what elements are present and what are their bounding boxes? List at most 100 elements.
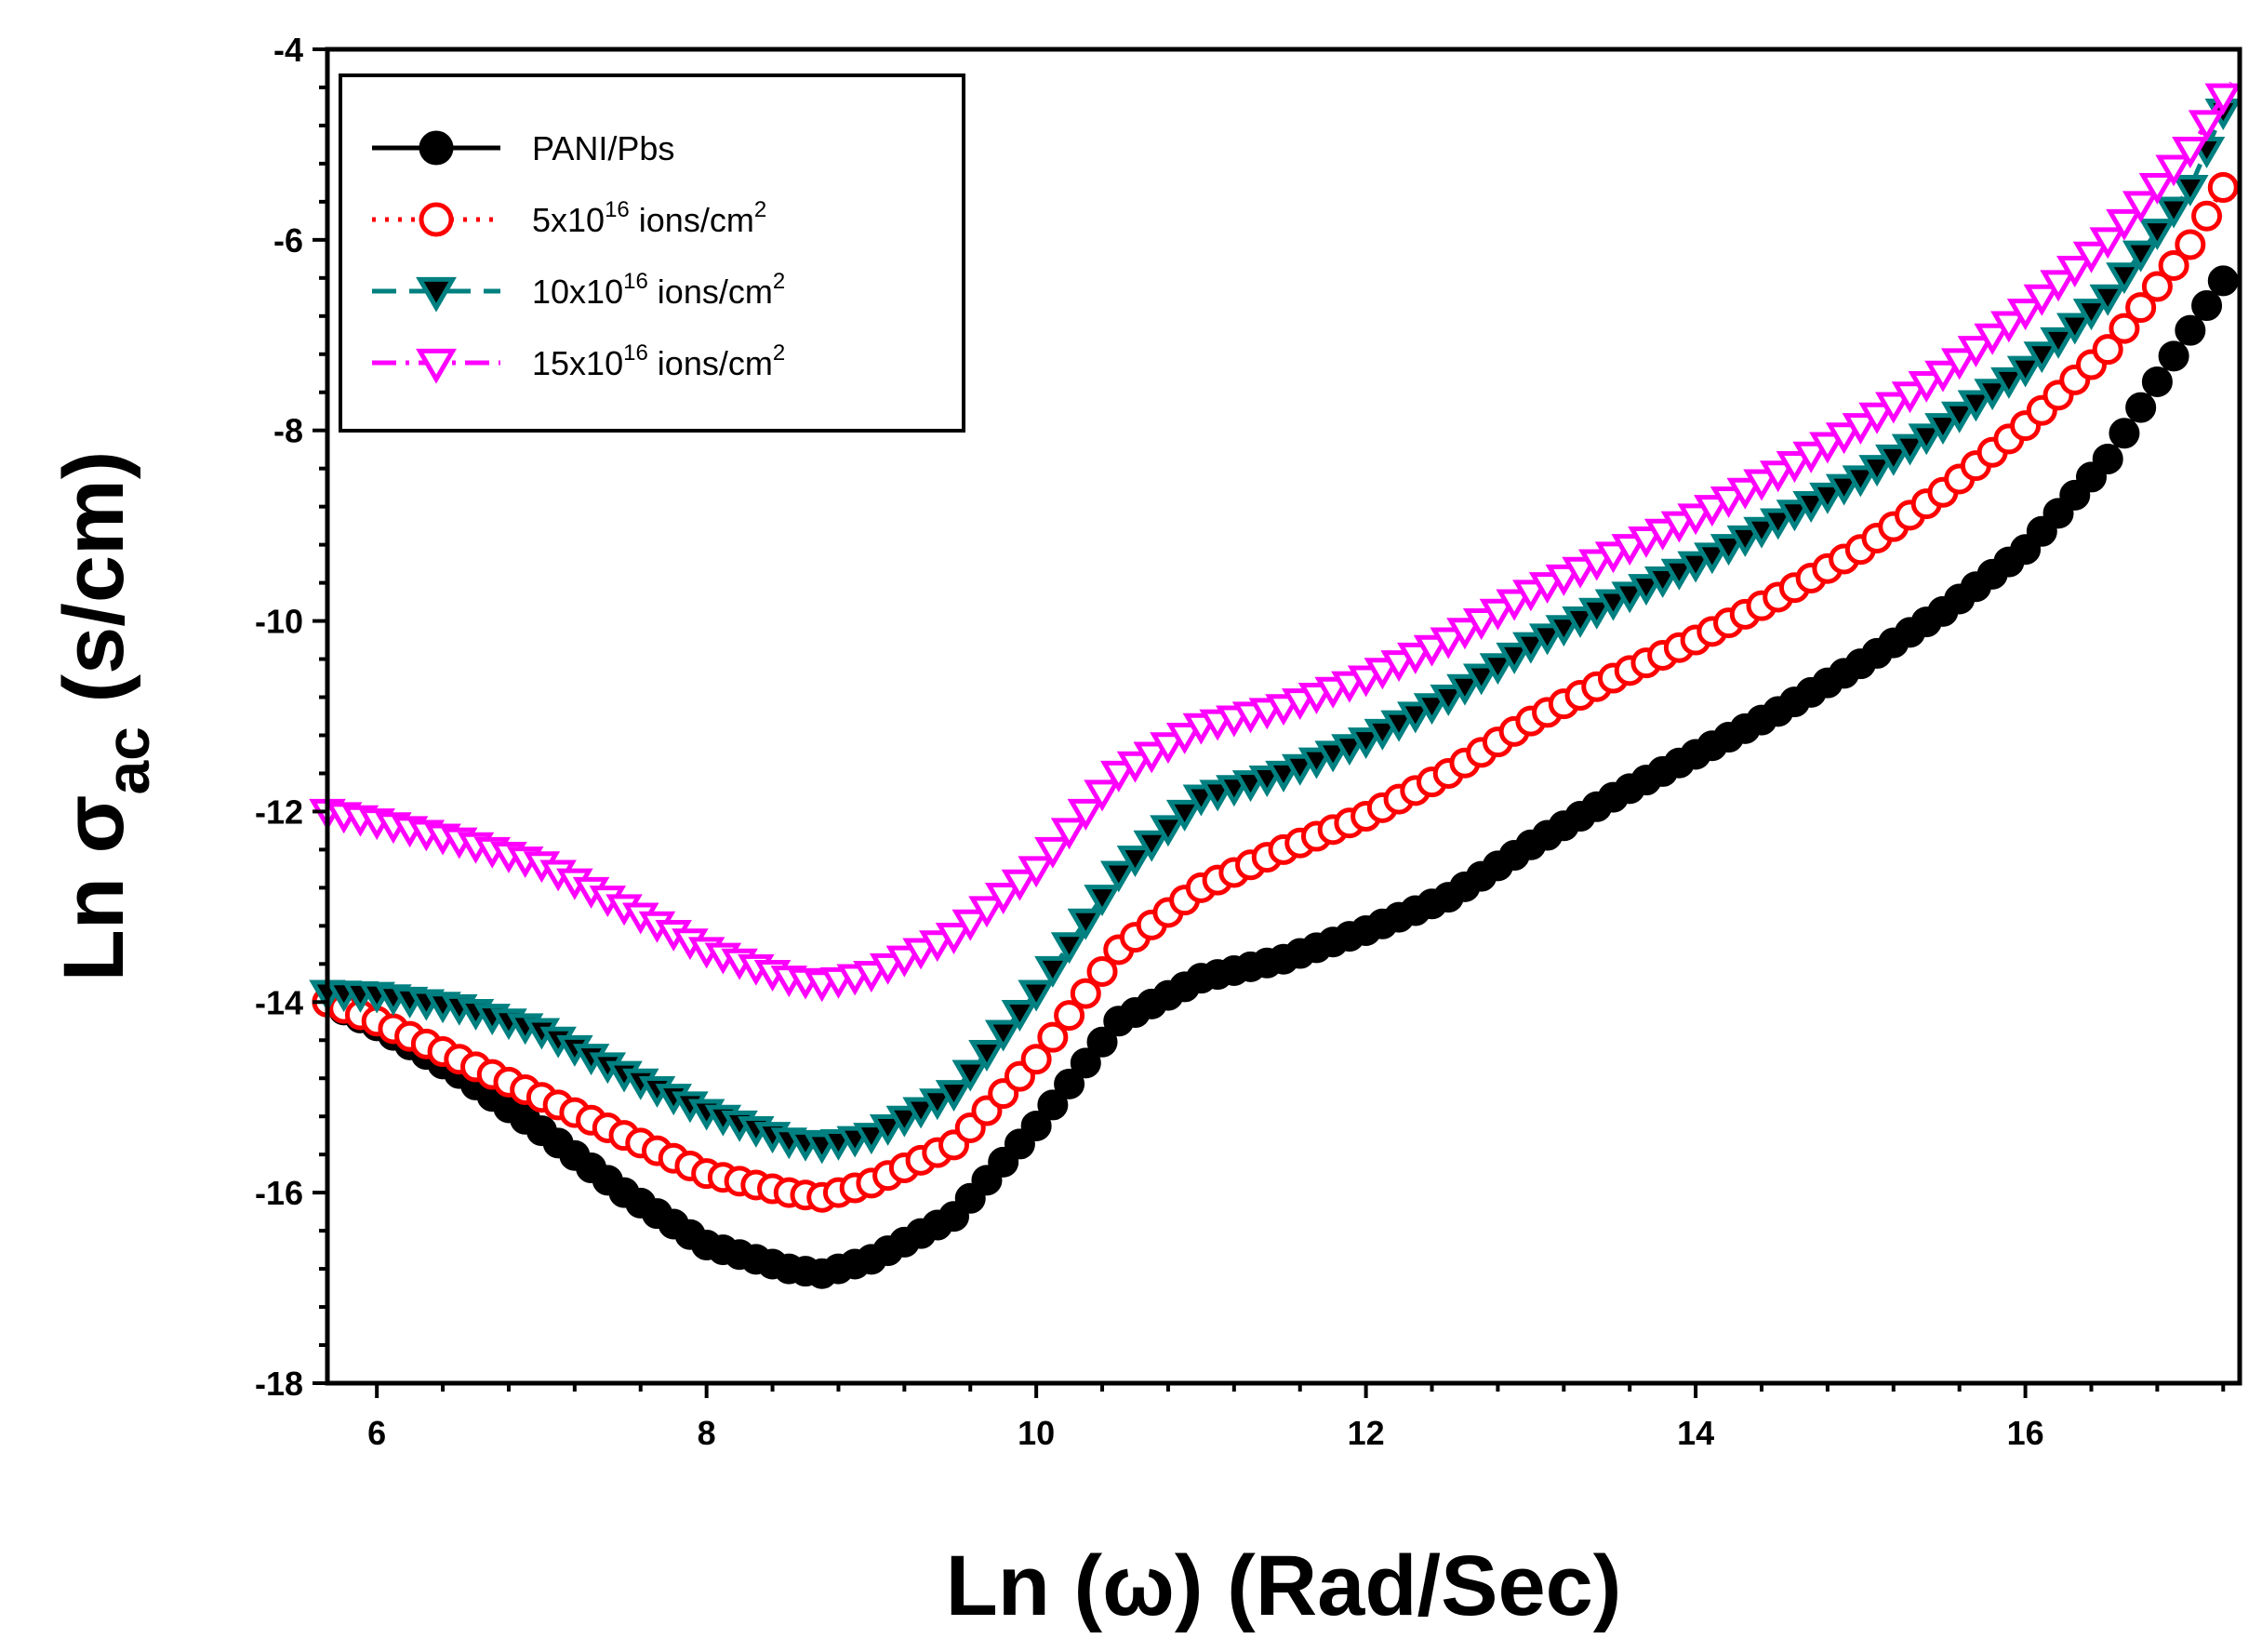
data-point xyxy=(1562,606,1599,638)
data-point xyxy=(2056,256,2094,287)
data-point xyxy=(1084,779,1121,812)
data-point xyxy=(1743,469,1780,501)
data-point xyxy=(1413,634,1451,667)
data-point xyxy=(1908,370,1945,403)
x-tick-label: 6 xyxy=(367,1414,386,1452)
legend-marker-1 xyxy=(419,202,454,237)
data-point xyxy=(1842,413,1880,445)
data-point xyxy=(1578,597,1616,630)
data-point xyxy=(1034,836,1071,869)
data-point xyxy=(1594,541,1632,574)
data-point xyxy=(2125,392,2157,423)
data-point xyxy=(1660,511,1698,543)
data-point xyxy=(935,1080,973,1112)
data-point xyxy=(1347,665,1385,698)
data-point xyxy=(2172,174,2209,206)
data-point xyxy=(1446,618,1484,650)
x-tick-label: 16 xyxy=(2007,1414,2044,1452)
data-point xyxy=(1825,473,1863,506)
data-point xyxy=(2006,299,2044,331)
data-point xyxy=(2175,229,2206,260)
data-point xyxy=(1875,392,1912,424)
data-point xyxy=(1809,482,1846,514)
data-point xyxy=(2172,137,2209,168)
data-point xyxy=(1628,574,1665,606)
data-point xyxy=(1643,518,1682,551)
data-point xyxy=(1479,598,1517,631)
data-point xyxy=(2207,265,2239,297)
data-point xyxy=(1562,556,1599,589)
data-point xyxy=(1545,615,1583,647)
data-point xyxy=(2023,341,2061,374)
data-point xyxy=(2023,284,2061,316)
data-point xyxy=(2207,172,2239,204)
x-tick-label: 8 xyxy=(698,1414,716,1452)
data-point xyxy=(1512,580,1550,612)
data-point xyxy=(1924,413,1962,445)
data-point xyxy=(2109,313,2140,344)
data-point xyxy=(1776,500,1814,532)
data-point xyxy=(1842,465,1880,498)
data-point xyxy=(869,953,907,985)
data-point xyxy=(1891,381,1929,414)
data-point xyxy=(902,938,939,970)
data-point xyxy=(2125,292,2157,324)
data-point xyxy=(1643,566,1682,598)
y-tick-label: -16 xyxy=(255,1174,303,1212)
data-point xyxy=(902,1097,939,1129)
data-point xyxy=(885,1105,924,1138)
data-point xyxy=(1150,815,1187,847)
data-point xyxy=(1037,1021,1069,1053)
data-point xyxy=(1974,323,2011,355)
legend-label-1: 5x1016 ions/cm2 xyxy=(532,197,766,239)
data-point xyxy=(1496,642,1533,674)
data-point xyxy=(1020,1044,1052,1075)
data-point xyxy=(2092,334,2123,366)
data-point xyxy=(2072,241,2110,273)
data-point xyxy=(1792,491,1830,523)
legend-marker-3 xyxy=(416,348,457,384)
data-point xyxy=(1430,627,1467,659)
data-point xyxy=(1050,818,1088,850)
legend-marker-2 xyxy=(416,276,457,313)
data-point xyxy=(853,1123,890,1155)
data-point xyxy=(1940,348,1978,380)
data-point xyxy=(1462,663,1500,696)
data-point xyxy=(1974,379,2011,411)
data-point xyxy=(1086,1026,1118,1058)
data-point xyxy=(2040,270,2077,302)
data-point xyxy=(1116,846,1154,878)
data-point xyxy=(1070,1047,1101,1079)
data-point xyxy=(1018,979,1055,1012)
data-point xyxy=(1133,830,1170,862)
data-point xyxy=(2040,326,2077,359)
data-point xyxy=(2188,110,2226,142)
data-point xyxy=(1430,684,1467,716)
data-point xyxy=(1694,495,1731,527)
data-point xyxy=(1397,701,1434,734)
data-point xyxy=(1759,508,1797,540)
data-point xyxy=(1020,1110,1052,1141)
legend-label-2: 10x1016 ions/cm2 xyxy=(532,269,785,311)
y-tick-label: -10 xyxy=(255,603,303,641)
legend-marker-0 xyxy=(419,130,454,166)
data-point xyxy=(1924,360,1962,393)
data-point xyxy=(2092,443,2123,474)
y-tick-label: -6 xyxy=(273,221,303,260)
y-tick-label: -4 xyxy=(273,31,303,69)
data-point xyxy=(2122,240,2160,273)
data-point xyxy=(968,1040,1005,1072)
data-point xyxy=(1512,632,1550,664)
data-point xyxy=(1578,549,1616,581)
x-tick-label: 12 xyxy=(1348,1414,1385,1452)
data-point xyxy=(2191,290,2223,322)
x-tick-label: 14 xyxy=(1677,1414,1714,1452)
data-point xyxy=(1545,564,1583,596)
data-point xyxy=(1660,558,1698,591)
data-point xyxy=(1792,441,1830,473)
y-tick-label: -8 xyxy=(273,412,303,450)
data-point xyxy=(2204,83,2242,115)
data-point xyxy=(885,945,924,978)
data-point xyxy=(951,909,989,941)
